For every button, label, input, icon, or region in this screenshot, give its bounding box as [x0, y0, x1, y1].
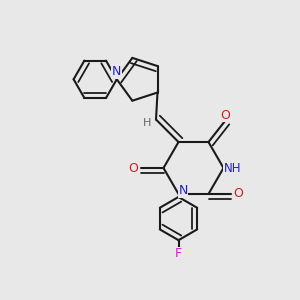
Text: O: O — [220, 109, 230, 122]
Text: F: F — [175, 247, 182, 260]
Text: N: N — [112, 65, 122, 78]
Text: O: O — [129, 161, 138, 175]
Text: H: H — [143, 118, 151, 128]
Text: NH: NH — [224, 161, 241, 175]
Text: N: N — [178, 184, 188, 197]
Text: O: O — [234, 188, 243, 200]
